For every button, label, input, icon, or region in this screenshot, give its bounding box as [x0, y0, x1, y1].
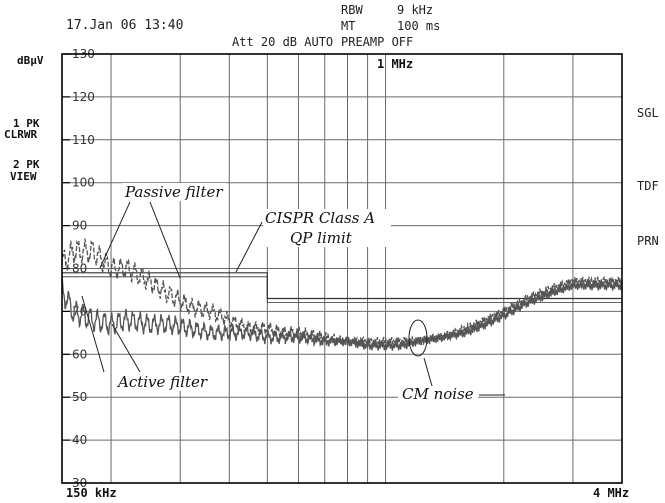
- center-frequency-label: 1 MHz: [377, 57, 413, 71]
- plot-frame: [61, 53, 623, 484]
- y-tick-label: 60: [72, 347, 87, 361]
- y-tick-label: 120: [72, 90, 95, 104]
- active-filter-label: Active filter: [116, 373, 208, 391]
- rbw-value: 9 kHz: [397, 3, 433, 17]
- limit-layer: [62, 272, 622, 303]
- cispr-limit-line-lower: [62, 276, 622, 303]
- grid: [62, 53, 622, 484]
- softkey-prn[interactable]: PRN: [637, 234, 659, 248]
- trace-line: [61, 276, 623, 351]
- y-tick-label: 50: [72, 390, 87, 404]
- trace1-mode-line1: 1 PK: [13, 117, 40, 130]
- unit-label: dBμV: [17, 54, 44, 67]
- annotations: Passive filter CISPR Class A QP limit Ac…: [81, 183, 505, 403]
- cispr-label-bg: [263, 209, 391, 247]
- y-tick-label: 80: [72, 262, 87, 276]
- rbw-label: RBW: [341, 3, 363, 17]
- y-tick-label: 40: [72, 433, 87, 447]
- y-tick-label: 100: [72, 176, 95, 190]
- trace1-mode-line2: CLRWR: [4, 128, 37, 141]
- start-frequency-label: 150 kHz: [66, 486, 117, 500]
- cispr-limit-label-line1: CISPR Class A: [265, 209, 375, 227]
- cm-label-bg: [398, 385, 478, 403]
- trace2-mode-line1: 2 PK: [13, 158, 40, 171]
- active-leader-1: [111, 323, 141, 373]
- datetime-label: 17.Jan 06 13:40: [66, 18, 183, 33]
- softkey-tdf[interactable]: TDF: [637, 179, 659, 193]
- cispr-leader: [235, 221, 263, 273]
- softkey-sgl[interactable]: SGL: [637, 106, 659, 120]
- passive-leader-1: [99, 201, 131, 269]
- cm-leader: [423, 357, 433, 387]
- preamp-label: PREAMP OFF: [341, 35, 413, 49]
- mt-value: 100 ms: [397, 19, 440, 33]
- passive-label-bg: [122, 183, 226, 201]
- traces: [61, 238, 623, 351]
- active-leader-2: [81, 295, 105, 373]
- passive-filter-label: Passive filter: [124, 183, 223, 201]
- trace2-mode-line2: VIEW: [10, 170, 37, 183]
- active-label-bg: [115, 373, 210, 391]
- mt-label: MT: [341, 19, 355, 33]
- stop-frequency-label: 4 MHz: [593, 486, 629, 500]
- trace-line: [61, 238, 623, 348]
- y-tick-label: 90: [72, 219, 87, 233]
- cispr-limit-label-line2: QP limit: [290, 229, 353, 247]
- y-tick-label: 110: [72, 133, 95, 147]
- passive-leader-2: [149, 201, 181, 279]
- cm-noise-marker: [408, 319, 428, 357]
- cm-noise-label: CM noise: [402, 385, 474, 403]
- attenuation-label: Att 20 dB AUTO: [232, 35, 333, 49]
